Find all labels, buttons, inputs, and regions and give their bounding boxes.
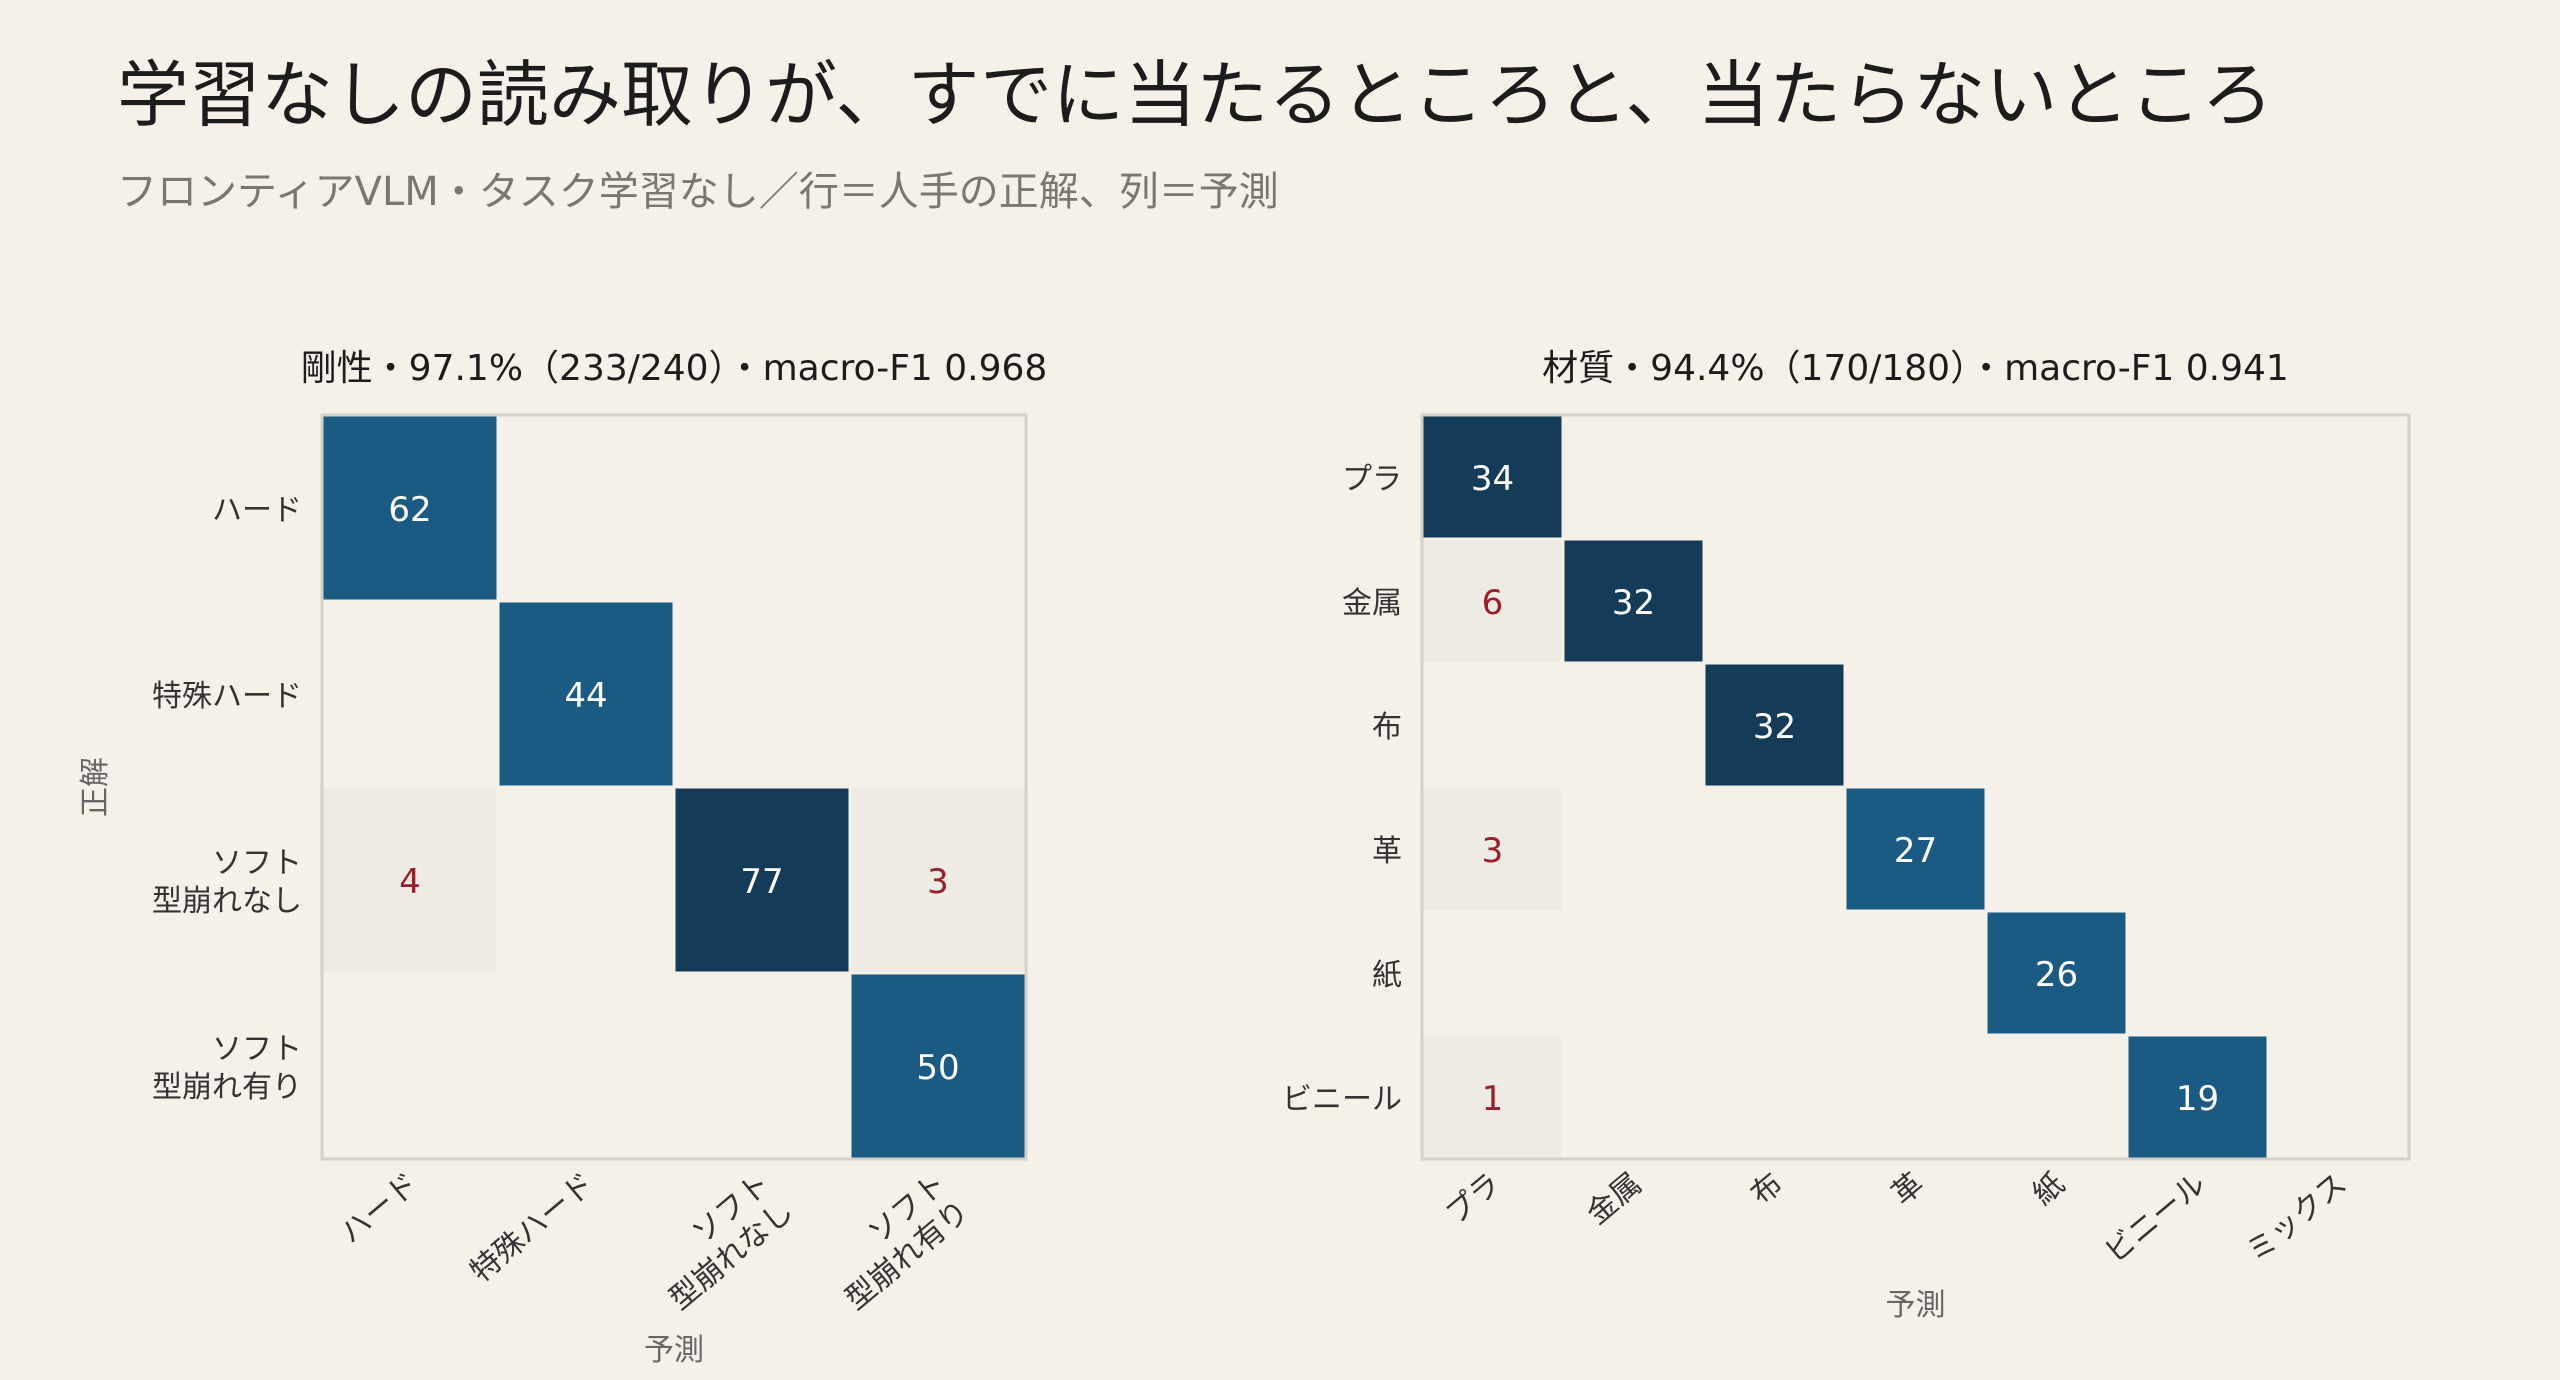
cell-value: 6 xyxy=(1482,583,1504,623)
x-axis-label: 予測 xyxy=(644,1333,704,1368)
heatmap-cell xyxy=(323,416,497,600)
page-subtitle: フロンティアVLM・タスク学習なし／行＝人手の正解、列＝予測 xyxy=(117,169,1279,215)
chart-title: 材質・94.4%（170/180）・macro-F1 0.941 xyxy=(1542,348,2289,389)
heatmap-cell xyxy=(1423,540,1562,662)
heatmap-cell xyxy=(1423,1036,1562,1158)
cell-value: 34 xyxy=(1471,459,1514,499)
heatmap-cell xyxy=(675,788,849,972)
heatmap-cell xyxy=(851,788,1025,972)
cell-value: 4 xyxy=(399,862,421,902)
col-label: プラ xyxy=(1439,1166,1507,1231)
cell-value: 19 xyxy=(2176,1079,2219,1119)
cell-value: 1 xyxy=(1482,1079,1504,1119)
heatmap-cell xyxy=(1423,788,1562,910)
col-label: ミックス xyxy=(2240,1166,2354,1269)
col-label: 革 xyxy=(1885,1166,1930,1212)
row-label: 革 xyxy=(1372,834,1402,869)
matrix-frame xyxy=(320,413,1028,1161)
heatmap-cell xyxy=(1564,540,1703,662)
row-label: 特殊ハード xyxy=(152,679,302,714)
heatmap-cell xyxy=(1987,912,2126,1034)
heatmap-cell xyxy=(851,974,1025,1158)
y-axis-label: 正解 xyxy=(78,757,113,817)
cell-value: 32 xyxy=(1753,707,1796,747)
col-label: 布 xyxy=(1744,1166,1789,1212)
col-label: 金属 xyxy=(1580,1166,1648,1231)
col-label: 特殊ハード xyxy=(464,1166,601,1289)
cell-value: 27 xyxy=(1894,831,1937,871)
cell-value: 3 xyxy=(1482,831,1504,871)
row-label: ソフト型崩れ有り xyxy=(152,1032,302,1105)
cell-value: 26 xyxy=(2035,955,2078,995)
col-label: 紙 xyxy=(2026,1166,2071,1212)
cell-value: 62 xyxy=(388,490,431,530)
col-label: ハード xyxy=(334,1166,425,1251)
heatmap-cell xyxy=(499,602,673,786)
col-label: ソフト型崩れ有り xyxy=(816,1166,977,1317)
row-label: 紙 xyxy=(1372,958,1402,993)
cell-value: 50 xyxy=(916,1048,959,1088)
cell-value: 3 xyxy=(927,862,949,902)
row-label: ハード xyxy=(212,493,302,528)
col-label: ビニール xyxy=(2098,1166,2212,1270)
heatmap-cell xyxy=(323,788,497,972)
row-label: 金属 xyxy=(1342,586,1402,621)
heatmap-cell xyxy=(1846,788,1985,910)
chart-title: 剛性・97.1%（233/240）・macro-F1 0.968 xyxy=(301,348,1048,389)
heatmap-cell xyxy=(1705,664,1844,786)
heatmap-cell xyxy=(1423,416,1562,538)
matrix-frame xyxy=(1420,413,2411,1161)
x-axis-label: 予測 xyxy=(1886,1288,1946,1323)
page-title: 学習なしの読み取りが、すでに当たるところと、当たらないところ xyxy=(117,53,2274,137)
row-label: ソフト型崩れなし xyxy=(152,846,302,919)
col-label: ソフト型崩れなし xyxy=(640,1166,801,1317)
cell-value: 77 xyxy=(740,862,783,902)
heatmap-cell xyxy=(2128,1036,2267,1158)
row-label: 布 xyxy=(1372,710,1402,745)
cell-value: 44 xyxy=(564,676,607,716)
row-label: プラ xyxy=(1342,462,1402,497)
row-label: ビニール xyxy=(1282,1082,1402,1117)
cell-value: 32 xyxy=(1612,583,1655,623)
